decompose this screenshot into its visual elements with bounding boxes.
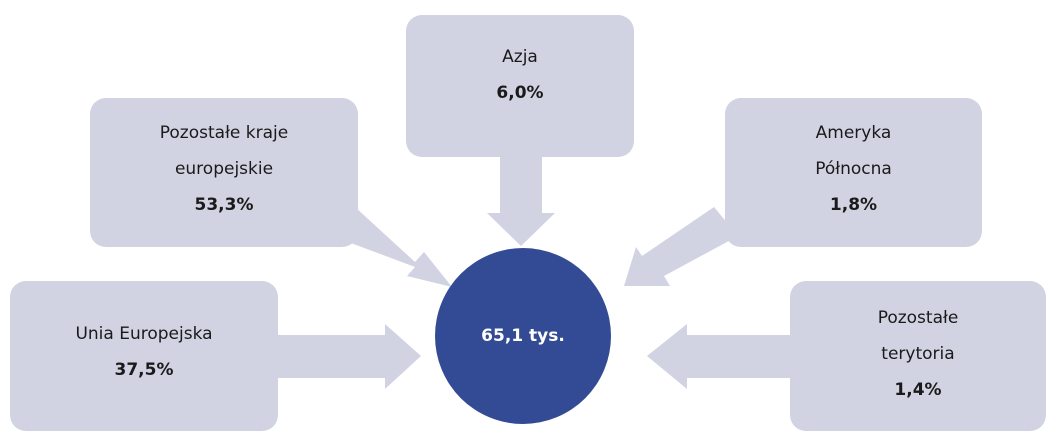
region-label: Unia Europejska	[75, 323, 213, 344]
region-box-other-europe: Pozostałe kraje europejskie 53,3%	[90, 98, 358, 247]
arrow-namerica	[624, 207, 738, 286]
region-label: Pozostałe terytoria	[877, 307, 959, 364]
region-box-north-america: Ameryka Północna 1,8%	[725, 98, 982, 247]
region-percent: 1,8%	[829, 194, 878, 215]
region-label: Pozostałe kraje europejskie	[159, 122, 289, 179]
region-percent: 1,4%	[894, 379, 942, 400]
arrow-eu	[278, 324, 421, 389]
arrow-other	[647, 324, 790, 389]
region-label: Azja	[502, 47, 538, 67]
arrow-europe	[332, 207, 452, 287]
region-box-asia: Azja 6,0%	[406, 15, 634, 157]
region-box-other-territories: Pozostałe terytoria 1,4%	[790, 281, 1046, 431]
region-percent: 53,3%	[194, 194, 254, 215]
region-percent: 6,0%	[496, 83, 544, 103]
region-box-eu: Unia Europejska 37,5%	[10, 281, 278, 431]
total-circle: 65,1 tys.	[435, 248, 611, 424]
total-value: 65,1 tys.	[481, 326, 565, 346]
region-label: Ameryka Północna	[815, 122, 892, 179]
arrow-asia	[487, 157, 555, 246]
region-percent: 37,5%	[114, 359, 174, 380]
